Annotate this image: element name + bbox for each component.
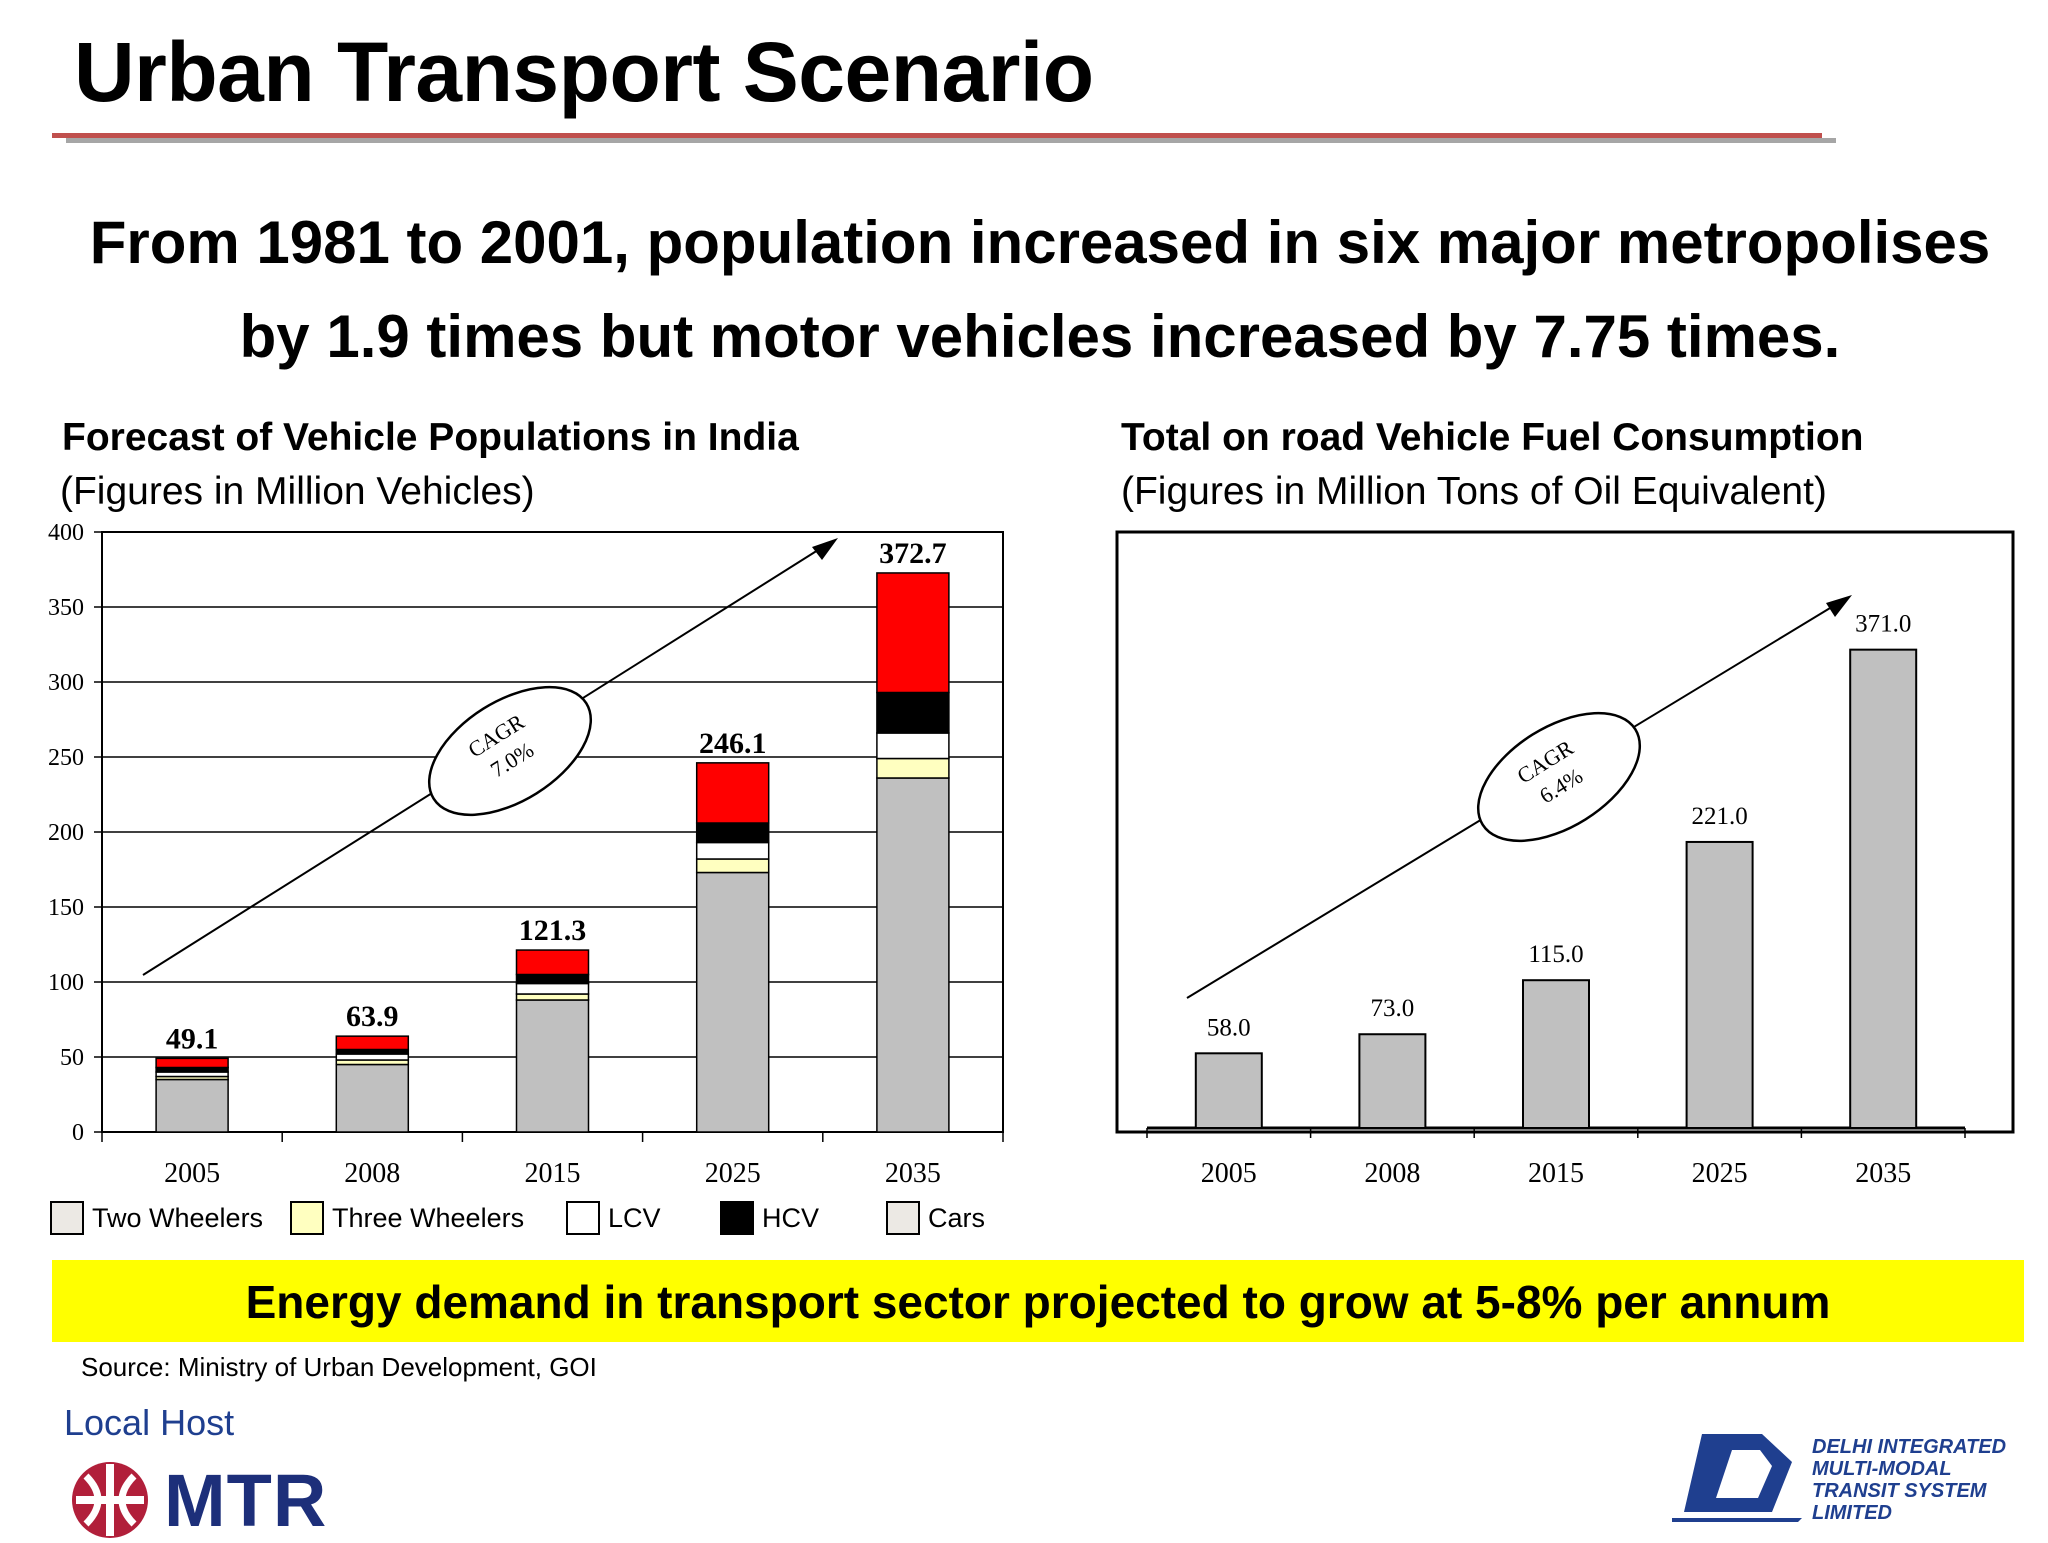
vehicle-bar-three-wheelers bbox=[695, 858, 770, 874]
fuel-x-tick-label: 2025 bbox=[1692, 1158, 1748, 1189]
vehicle-bar-cars bbox=[515, 999, 590, 1133]
legend-item-cars: Cars bbox=[886, 1196, 985, 1240]
vehicle-y-tick-label: 0 bbox=[72, 1120, 84, 1146]
fuel-value-label: 115.0 bbox=[1528, 941, 1583, 968]
dimts-logo-icon bbox=[1672, 1434, 1802, 1522]
fuel-chart-title: Total on road Vehicle Fuel Consumption bbox=[1121, 416, 1864, 459]
legend-swatch bbox=[566, 1201, 600, 1235]
vehicle-bar-two-wheelers bbox=[695, 762, 770, 824]
vehicle-bar-cars bbox=[155, 1078, 229, 1133]
fuel-bar bbox=[1685, 840, 1754, 1129]
vehicle-y-tick-label: 300 bbox=[48, 670, 84, 696]
vehicle-total-label: 372.7 bbox=[879, 537, 947, 570]
vehicle-y-tick-label: 250 bbox=[48, 745, 84, 771]
legend-item-two-wheelers: Two Wheelers bbox=[50, 1196, 263, 1240]
vehicle-bar-three-wheelers bbox=[876, 757, 950, 779]
mtr-logo-text: MTR bbox=[164, 1459, 328, 1542]
legend-label: HCV bbox=[762, 1202, 820, 1233]
headline-line-2: by 1.9 times but motor vehicles increase… bbox=[239, 303, 1841, 370]
vehicle-bar-cars bbox=[695, 871, 770, 1133]
fuel-x-tick-label: 2008 bbox=[1364, 1158, 1420, 1189]
fuel-bar bbox=[1849, 648, 1918, 1129]
vehicle-total-label: 63.9 bbox=[346, 1000, 399, 1033]
headline-line-1: From 1981 to 2001, population increased … bbox=[89, 209, 1991, 276]
vehicle-y-tick-label: 100 bbox=[48, 970, 84, 996]
fuel-value-label: 58.0 bbox=[1207, 1014, 1251, 1041]
fuel-cagr-ellipse bbox=[1476, 711, 1642, 843]
vehicle-chart-title: Forecast of Vehicle Populations in India bbox=[62, 416, 799, 459]
vehicle-bar-two-wheelers bbox=[335, 1035, 410, 1051]
legend-swatch bbox=[290, 1201, 324, 1235]
vehicle-total-label: 121.3 bbox=[519, 914, 587, 947]
vehicle-bar-two-wheelers bbox=[155, 1057, 229, 1069]
legend-item-three-wheelers: Three Wheelers bbox=[290, 1196, 524, 1240]
dimts-line-1: DELHI INTEGRATED bbox=[1812, 1436, 2007, 1458]
fuel-value-label: 73.0 bbox=[1371, 995, 1415, 1022]
vehicle-bar-hcv bbox=[695, 822, 770, 844]
vehicle-bar-cars bbox=[876, 777, 950, 1133]
vehicle-bar-lcv bbox=[695, 841, 770, 860]
brand-text: Local Host bbox=[64, 1402, 235, 1443]
vehicle-total-label: 49.1 bbox=[166, 1022, 219, 1055]
fuel-x-tick-label: 2035 bbox=[1855, 1158, 1911, 1189]
legend-swatch bbox=[720, 1201, 754, 1235]
vehicle-bar-lcv bbox=[515, 982, 590, 995]
dimts-line-3: TRANSIT SYSTEM bbox=[1812, 1480, 1987, 1502]
vehicle-total-label: 246.1 bbox=[699, 727, 767, 760]
vehicle-bar-lcv bbox=[335, 1053, 410, 1061]
page-title: Urban Transport Scenario bbox=[74, 25, 1094, 119]
fuel-bar bbox=[1522, 979, 1590, 1130]
legend-label: LCV bbox=[608, 1202, 661, 1233]
vehicle-x-tick-label: 2015 bbox=[525, 1158, 581, 1189]
fuel-value-label: 371.0 bbox=[1855, 611, 1911, 638]
vehicle-cagr-arrowhead bbox=[812, 538, 838, 560]
fuel-x-tick-label: 2005 bbox=[1201, 1158, 1257, 1189]
title-underline-red bbox=[52, 133, 1822, 138]
legend-item-lcv: LCV bbox=[566, 1196, 661, 1240]
fuel-bar bbox=[1194, 1052, 1263, 1129]
fuel-value-label: 221.0 bbox=[1691, 803, 1747, 830]
vehicle-x-tick-label: 2035 bbox=[885, 1158, 941, 1189]
fuel-cagr-arrowhead bbox=[1826, 595, 1852, 617]
vehicle-bar-hcv bbox=[515, 973, 590, 985]
vehicle-bar-three-wheelers bbox=[515, 993, 590, 1001]
legend-label: Cars bbox=[928, 1202, 986, 1233]
vehicle-y-tick-label: 400 bbox=[48, 520, 84, 546]
legend-label: Three Wheelers bbox=[332, 1202, 525, 1233]
vehicle-y-tick-label: 50 bbox=[60, 1045, 84, 1071]
vehicle-x-tick-label: 2008 bbox=[344, 1158, 400, 1189]
fuel-bar bbox=[1358, 1033, 1427, 1130]
dimts-line-4: LIMITED bbox=[1812, 1502, 1892, 1524]
vehicle-bar-lcv bbox=[876, 732, 950, 760]
legend-label: Two Wheelers bbox=[92, 1202, 264, 1233]
vehicle-y-tick-label: 150 bbox=[48, 895, 84, 921]
headline: From 1981 to 2001, population increased … bbox=[40, 196, 2040, 384]
dimts-line-2: MULTI-MODAL bbox=[1812, 1458, 1952, 1480]
vehicle-bar-cars bbox=[335, 1063, 410, 1133]
legend-item-hcv: HCV bbox=[720, 1196, 819, 1240]
source-note: Source: Ministry of Urban Development, G… bbox=[81, 1352, 597, 1382]
vehicle-bar-two-wheelers bbox=[876, 572, 950, 694]
energy-demand-banner: Energy demand in transport sector projec… bbox=[52, 1260, 2024, 1342]
legend-swatch bbox=[50, 1201, 84, 1235]
vehicle-population-chart: 0 50 100 150 200 250 300 350 400 49.1 2005 63.9 2008… bbox=[48, 520, 1004, 1189]
vehicle-x-tick-label: 2025 bbox=[705, 1158, 761, 1189]
vehicle-y-tick-label: 350 bbox=[48, 595, 84, 621]
vehicle-bar-two-wheelers bbox=[515, 949, 590, 976]
legend-swatch bbox=[886, 1201, 920, 1235]
fuel-chart-subtitle: (Figures in Million Tons of Oil Equivale… bbox=[1121, 470, 1827, 513]
fuel-x-tick-label: 2015 bbox=[1528, 1158, 1584, 1189]
vehicle-x-tick-label: 2005 bbox=[164, 1158, 220, 1189]
fuel-consumption-chart: 58.0 2005 73.0 2008 115.0 2015 221.0 2025 371.0 2… bbox=[1115, 530, 2015, 1189]
vehicle-bar-hcv bbox=[876, 691, 950, 734]
vehicle-y-tick-label: 200 bbox=[48, 820, 84, 846]
mtr-logo-icon bbox=[72, 1462, 148, 1538]
dimts-logo-text: DELHI INTEGRATED MULTI-MODAL TRANSIT SYS… bbox=[1812, 1436, 2006, 1524]
vehicle-cagr-ellipse bbox=[427, 685, 593, 817]
title-underline-gray bbox=[66, 138, 1836, 143]
vehicle-chart-subtitle: (Figures in Million Vehicles) bbox=[60, 470, 535, 513]
